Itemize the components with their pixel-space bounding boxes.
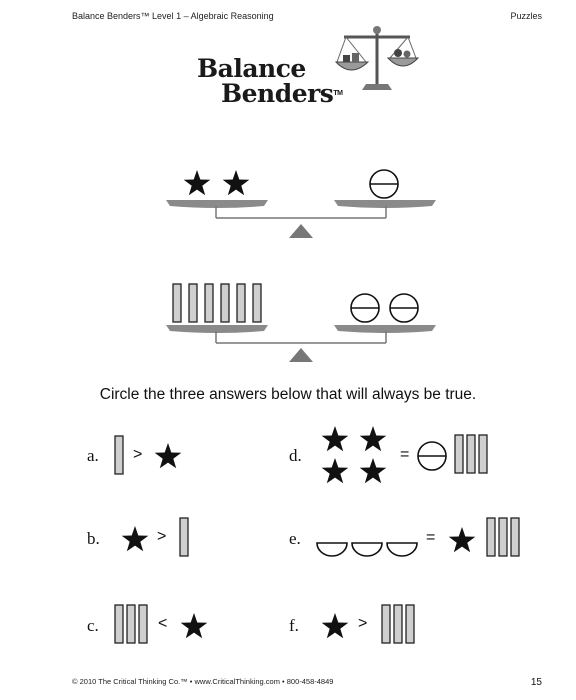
bar-icon xyxy=(114,604,124,644)
footer-copyright: © 2010 The Critical Thinking Co.™ • www.… xyxy=(72,677,334,686)
bar-icon xyxy=(252,283,262,323)
bar-icon xyxy=(466,434,476,474)
scale-1 xyxy=(166,169,436,238)
bar-icon xyxy=(172,283,182,323)
bar-icon xyxy=(114,435,124,475)
star-icon xyxy=(154,443,182,469)
scale-2 xyxy=(166,283,436,362)
answer-d-letter: d. xyxy=(289,446,302,465)
star-icon xyxy=(321,613,349,639)
answer-f-figure xyxy=(321,604,415,644)
header-title: Balance Benders™ Level 1 – Algebraic Rea… xyxy=(72,11,274,21)
bar-icon xyxy=(510,517,520,557)
star-icon xyxy=(183,170,211,196)
bar-icon xyxy=(236,283,246,323)
bar-icon xyxy=(498,517,508,557)
answer-e-letter: e. xyxy=(289,529,301,548)
star-icon xyxy=(321,458,349,484)
answer-d-operator: = xyxy=(400,446,410,463)
star-icon xyxy=(180,613,208,639)
answer-a-letter: a. xyxy=(87,446,99,465)
answer-a-figure xyxy=(114,435,182,475)
circle-icon xyxy=(389,293,419,323)
bar-icon xyxy=(204,283,214,323)
answer-c-letter: c. xyxy=(87,616,99,635)
answer-f-letter: f. xyxy=(289,616,299,635)
bowl-icon xyxy=(316,542,348,557)
circle-icon xyxy=(369,169,399,199)
bar-icon xyxy=(454,434,464,474)
logo-title: Balance BendersTM xyxy=(197,54,343,108)
star-icon xyxy=(321,426,349,452)
logo-tm: TM xyxy=(333,90,343,97)
circle-icon xyxy=(417,441,447,471)
page-number: 15 xyxy=(530,677,542,688)
answer-e-figure xyxy=(316,517,520,557)
bar-icon xyxy=(126,604,136,644)
circle-icon xyxy=(350,293,380,323)
star-icon xyxy=(359,458,387,484)
instruction-text: Circle the three answers below that will… xyxy=(99,386,477,403)
bar-icon xyxy=(188,283,198,323)
bar-icon xyxy=(381,604,391,644)
star-icon xyxy=(448,527,476,553)
star-icon xyxy=(222,170,250,196)
header-section: Puzzles xyxy=(510,11,542,21)
bowl-icon xyxy=(351,542,383,557)
bar-icon xyxy=(179,517,189,557)
answer-b-operator: > xyxy=(157,528,167,545)
star-icon xyxy=(121,526,149,552)
logo-line2: Benders xyxy=(221,79,334,108)
answer-a-operator: > xyxy=(133,446,143,463)
bar-icon xyxy=(486,517,496,557)
bar-icon xyxy=(138,604,148,644)
answer-b-figure xyxy=(121,517,189,557)
star-icon xyxy=(359,426,387,452)
bar-icon xyxy=(405,604,415,644)
logo-line1: Balance xyxy=(197,54,306,83)
bowl-icon xyxy=(386,542,418,557)
answer-c-operator: < xyxy=(158,615,168,632)
bar-icon xyxy=(478,434,488,474)
scale-logo-icon xyxy=(334,26,420,90)
answer-b-letter: b. xyxy=(87,529,100,548)
answer-e-operator: = xyxy=(426,529,436,546)
answer-f-operator: > xyxy=(358,615,368,632)
bar-icon xyxy=(220,283,230,323)
bar-icon xyxy=(393,604,403,644)
